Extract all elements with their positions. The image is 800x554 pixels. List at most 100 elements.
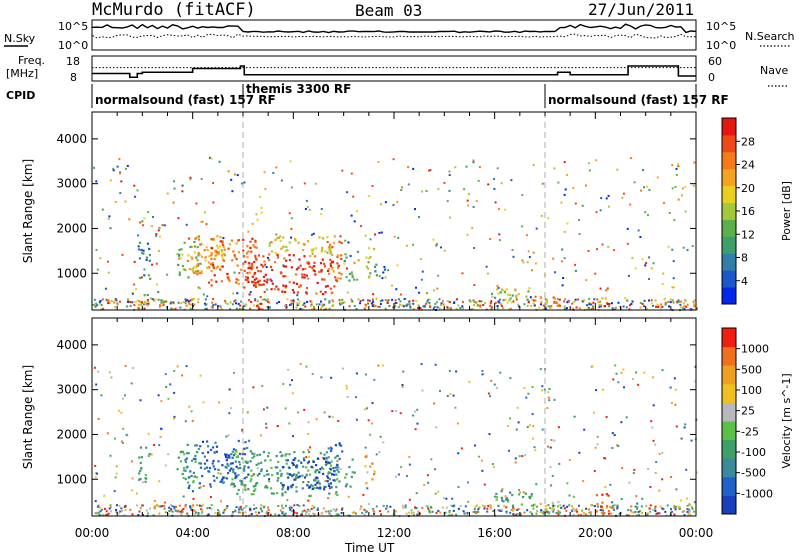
ground-point (409, 305, 412, 308)
ground-point (477, 510, 480, 513)
colorbar-segment (722, 202, 736, 220)
ground-point (281, 511, 284, 514)
ground-point (335, 513, 338, 516)
ground-point (588, 301, 591, 304)
scatter-point (97, 417, 100, 420)
echo-cell (334, 456, 337, 459)
scatter-point (158, 480, 161, 483)
scatter-point (375, 453, 378, 456)
ground-point (412, 308, 415, 311)
ground-point (438, 298, 441, 301)
ground-point (212, 304, 215, 307)
ground-point (250, 513, 253, 515)
ground-point (154, 298, 157, 301)
ground-point (313, 307, 316, 310)
scatter-point (640, 189, 642, 192)
scatter-point (94, 500, 97, 503)
scatter-point (173, 417, 176, 420)
ytick-label: 1000 (56, 266, 87, 280)
echo-cell (307, 480, 310, 484)
scatter-point (631, 378, 634, 380)
ground-point (355, 308, 358, 310)
echo-cell (344, 253, 347, 256)
ground-point (589, 513, 592, 516)
ground-point (627, 509, 630, 512)
echo-cell (241, 457, 244, 460)
scatter-point (611, 432, 614, 435)
scatter-point (249, 460, 252, 463)
scatter-point (558, 462, 561, 465)
echo-cell (195, 270, 198, 273)
ground-point (378, 305, 381, 308)
echo-cell (538, 306, 541, 309)
echo-cell (138, 257, 141, 260)
echo-cell (558, 304, 561, 307)
ground-point (265, 510, 268, 513)
ground-point (674, 505, 677, 508)
echo-cell (220, 480, 223, 483)
ground-point (693, 305, 696, 308)
ground-point (341, 298, 344, 301)
scatter-point (125, 167, 127, 170)
freq-unit: [MHz] (6, 67, 38, 80)
echo-cell (264, 273, 267, 276)
scatter-point (138, 510, 141, 513)
scatter-point (241, 429, 244, 432)
ground-point (374, 305, 377, 307)
ground-point (218, 511, 221, 514)
echo-cell (302, 465, 305, 468)
ground-point (107, 299, 110, 302)
ground-point (402, 506, 405, 509)
scatter-point (454, 406, 457, 409)
echo-cell (228, 469, 231, 472)
echo-cell (324, 250, 327, 253)
echo-cell (318, 270, 321, 273)
echo-cell (232, 483, 235, 486)
scatter-point (436, 287, 439, 290)
ground-point (131, 513, 134, 516)
ground-point (127, 300, 129, 303)
ground-point (300, 308, 303, 311)
echo-cell (237, 439, 240, 443)
ground-point (484, 302, 487, 305)
ground-point (380, 513, 383, 516)
scatter-point (275, 166, 278, 169)
scatter-point (306, 286, 308, 289)
ground-point (231, 303, 234, 306)
ground-point (206, 303, 209, 305)
scatter-point (493, 178, 496, 180)
scatter-point (578, 219, 580, 221)
ground-point (219, 514, 221, 516)
scatter-point (341, 169, 344, 172)
ground-point (474, 505, 477, 508)
ground-point (563, 305, 566, 308)
scatter-point (539, 368, 542, 371)
ground-point (339, 303, 342, 306)
scatter-point (596, 443, 599, 446)
ground-point (372, 509, 375, 512)
ground-point (237, 511, 240, 514)
echo-cell (190, 474, 193, 478)
echo-cell (326, 285, 329, 288)
echo-cell (314, 483, 317, 486)
ground-point (139, 507, 142, 510)
ground-point (636, 507, 639, 510)
echo-cell (308, 451, 311, 454)
scatter-point (242, 249, 245, 252)
echo-cell (367, 267, 370, 270)
echo-cell (345, 483, 348, 486)
echo-cell (255, 246, 258, 249)
scatter-point (459, 505, 462, 507)
scatter-point (563, 161, 566, 164)
scatter-point (177, 217, 180, 220)
scatter-point (468, 380, 471, 383)
scatter-point (382, 441, 385, 444)
echo-cell (235, 278, 238, 281)
ground-point (494, 301, 497, 304)
scatter-point (303, 182, 306, 185)
ground-point (639, 301, 642, 304)
scatter-point (95, 472, 98, 475)
echo-cell (184, 268, 187, 271)
scatter-point (522, 491, 525, 494)
scatter-point (671, 164, 674, 167)
